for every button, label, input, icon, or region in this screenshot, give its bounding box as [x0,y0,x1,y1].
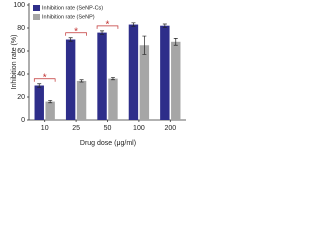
legend-swatch [33,14,40,20]
y-tick-label: 0 [21,117,25,124]
significance-bracket [65,32,87,36]
x-axis-label: Drug dose (μg/ml) [80,140,136,147]
y-tick-label: 80 [17,25,25,32]
x-tick-label: 100 [133,125,145,132]
significance-mark: * [43,72,47,83]
legend-label: Inhibition rate (SeNP) [42,14,95,20]
error-bar [131,22,136,27]
chart: Inhibition rate (%) Drug dose (μg/ml) 0 2… [11,2,186,147]
bar [108,78,118,120]
y-tick-label: 60 [17,48,25,55]
error-bar [110,77,115,81]
y-tick-label: 20 [17,94,25,101]
error-bar [79,79,84,83]
legend-swatch [33,5,40,11]
bar [139,45,150,120]
legend-label: Inhibition rate (SeNP-Cs) [42,5,103,11]
y-tick-label: 100 [13,2,25,9]
bar [45,101,55,120]
bar [76,80,87,120]
y-axis-label: Inhibition rate (%) [11,35,18,90]
bar [65,39,76,120]
error-bar [142,35,147,55]
error-bar [37,83,42,88]
bar [34,85,44,120]
error-bar [68,37,73,42]
error-bar [173,38,178,46]
y-tick-label: 40 [17,71,25,78]
error-bar [48,100,53,104]
bar [97,32,107,120]
x-tick-label: 200 [164,125,176,132]
bar [128,24,139,120]
significance-mark: * [74,26,78,37]
bar [171,41,181,120]
significance-bracket [33,78,56,82]
error-bar [100,30,105,35]
x-tick-label: 25 [72,125,80,132]
x-tick-label: 50 [104,125,112,132]
bar [160,25,170,121]
significance-mark: * [106,20,110,31]
significance-bracket [96,25,119,29]
error-bar [162,23,167,28]
x-tick-label: 10 [41,125,49,132]
